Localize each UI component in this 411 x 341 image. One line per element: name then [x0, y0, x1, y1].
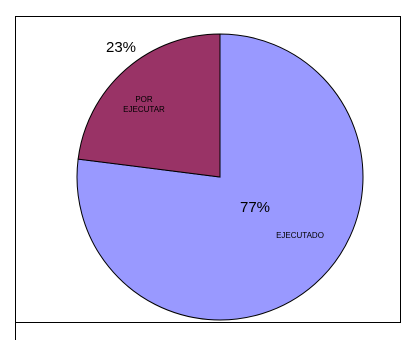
slice-category-label-por-ejecutar-line1: POR — [135, 95, 153, 104]
slice-category-label-ejecutado: EJECUTADO — [276, 231, 324, 240]
slice-percent-label-ejecutado: 77% — [240, 199, 270, 216]
slice-percent-label-por-ejecutar: 23% — [106, 39, 136, 56]
pie-slice-ejecutado — [76, 33, 364, 321]
pie-slice-por-ejecutar — [77, 33, 221, 178]
slice-category-label-por-ejecutar-line2: EJECUTAR — [123, 105, 165, 114]
